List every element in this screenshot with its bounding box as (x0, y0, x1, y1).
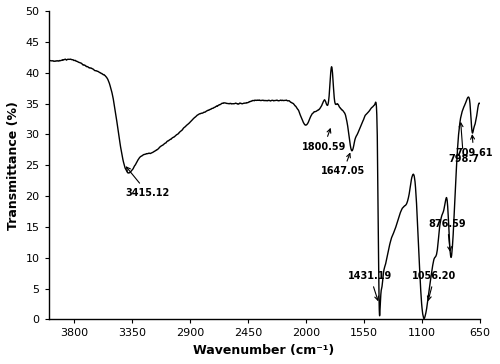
Text: 1056.20: 1056.20 (412, 272, 457, 300)
X-axis label: Wavenumber (cm⁻¹): Wavenumber (cm⁻¹) (194, 344, 334, 357)
Text: 876.59: 876.59 (428, 219, 466, 251)
Text: 1431.19: 1431.19 (348, 272, 393, 300)
Text: 1647.05: 1647.05 (321, 154, 366, 177)
Text: 709.61: 709.61 (455, 135, 492, 158)
Text: 798.7: 798.7 (448, 123, 479, 164)
Text: 3415.12: 3415.12 (126, 167, 170, 198)
Text: 1800.59: 1800.59 (302, 129, 346, 152)
Y-axis label: Transmittance (%): Transmittance (%) (7, 101, 20, 230)
